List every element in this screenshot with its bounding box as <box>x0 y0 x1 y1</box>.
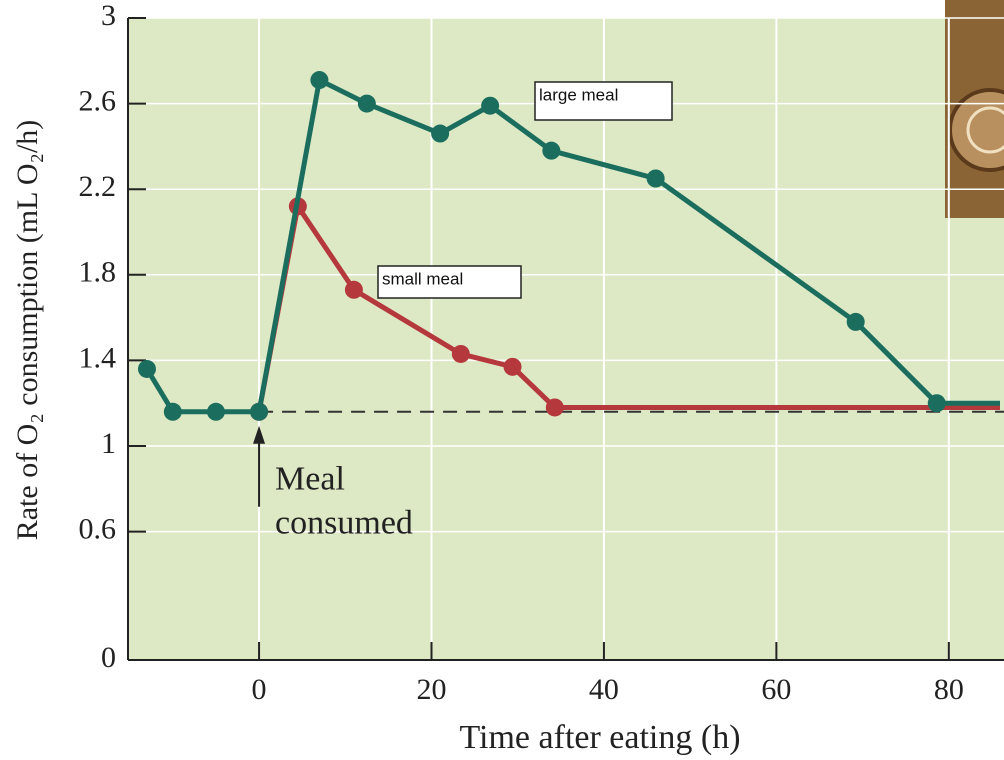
data-point <box>310 71 329 90</box>
legend-label: small meal <box>382 269 463 288</box>
data-point <box>846 312 865 331</box>
data-point <box>503 357 522 376</box>
legend-box <box>534 81 673 121</box>
x-axis-label: Time after eating (h) <box>459 719 740 756</box>
data-point <box>431 124 450 143</box>
data-point <box>250 402 269 421</box>
data-point <box>545 398 564 417</box>
data-point <box>357 94 376 113</box>
y-tick-label: 0 <box>101 641 116 674</box>
data-point <box>344 280 363 299</box>
x-tick-label: 80 <box>934 673 964 706</box>
x-tick-label: 0 <box>252 673 267 706</box>
inset-photo <box>945 0 1004 218</box>
x-tick-label: 60 <box>761 673 791 706</box>
y-tick-label: 1.8 <box>79 256 117 289</box>
data-point <box>163 402 182 421</box>
data-point <box>646 169 665 188</box>
data-point <box>542 141 561 160</box>
legend-label: large meal <box>539 85 618 104</box>
data-point <box>451 344 470 363</box>
annotation: consumed <box>275 505 413 542</box>
y-axis-label: Rate of O₂ consumption (mL O₂/h) <box>11 120 44 541</box>
data-point <box>137 359 156 378</box>
x-tick-label: 20 <box>416 673 446 706</box>
y-tick-label: 1.4 <box>79 341 117 374</box>
y-tick-label: 2.2 <box>79 170 117 203</box>
annotation: Meal <box>275 461 345 498</box>
y-tick-label: 3 <box>101 0 116 32</box>
annotation-arrowhead <box>253 425 266 444</box>
data-point <box>481 96 500 115</box>
data-point <box>206 402 225 421</box>
x-tick-label: 40 <box>589 673 619 706</box>
y-tick-label: 1 <box>101 427 116 460</box>
y-tick-label: 2.6 <box>79 84 117 117</box>
y-tick-label: 0.6 <box>79 512 117 545</box>
data-point <box>927 394 946 413</box>
legend-box <box>377 265 522 299</box>
